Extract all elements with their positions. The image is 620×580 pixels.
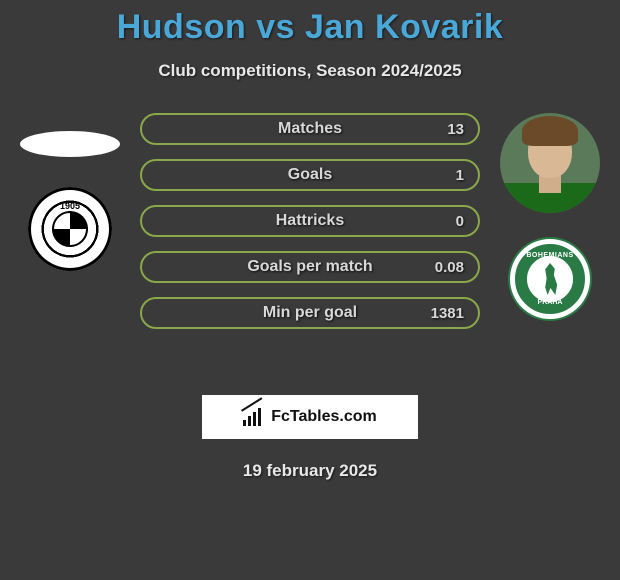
brand-text: FcTables.com [271,408,377,426]
stats-list: Matches 13 Goals 1 Hattricks 0 Goals per… [140,113,480,329]
brand-badge[interactable]: FcTables.com [202,395,418,439]
stat-right-value: 0.08 [435,259,464,276]
stat-right-value: 1381 [431,305,464,322]
left-club-logo: 1905 [28,187,112,271]
chart-icon [243,408,265,426]
stat-row-min-per-goal: Min per goal 1381 [140,297,480,329]
date-text: 19 february 2025 [0,461,620,481]
page-title: Hudson vs Jan Kovarik [0,0,620,47]
stat-row-hattricks: Hattricks 0 [140,205,480,237]
right-club-logo: BOHEMIANS PRAHA [508,237,592,321]
comparison-panel: 1905 Matches 13 Goals 1 Hattricks 0 Goal… [0,113,620,373]
stat-label: Min per goal [263,304,357,322]
stat-right-value: 13 [447,121,464,138]
stat-label: Goals [288,166,332,184]
subtitle: Club competitions, Season 2024/2025 [0,61,620,81]
stat-label: Goals per match [247,258,372,276]
stat-row-goals-per-match: Goals per match 0.08 [140,251,480,283]
left-player-avatar [20,131,120,157]
stat-label: Hattricks [276,212,344,230]
left-club-inner-icon [52,211,88,247]
kangaroo-icon [538,263,562,295]
stat-right-value: 0 [456,213,464,230]
right-club-text-top: BOHEMIANS [526,252,573,259]
left-player-column: 1905 [10,113,130,271]
stat-row-goals: Goals 1 [140,159,480,191]
stat-label: Matches [278,120,342,138]
right-player-avatar [500,113,600,213]
left-club-year: 1905 [60,201,80,211]
right-club-text-bottom: PRAHA [538,299,563,306]
stat-right-value: 1 [456,167,464,184]
right-player-column: BOHEMIANS PRAHA [490,113,610,321]
stat-row-matches: Matches 13 [140,113,480,145]
